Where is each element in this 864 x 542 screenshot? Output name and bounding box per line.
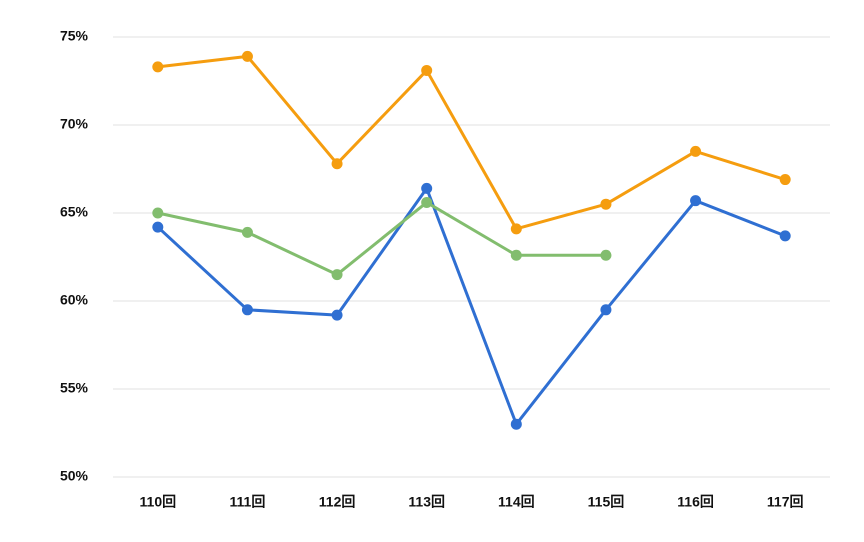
data-point xyxy=(779,230,791,242)
data-point xyxy=(331,158,343,170)
y-tick-label: 70% xyxy=(60,116,89,132)
data-point xyxy=(421,196,433,208)
x-tick-label: 112回 xyxy=(319,494,356,510)
data-point xyxy=(510,418,522,430)
y-tick-label: 75% xyxy=(60,28,89,44)
data-point xyxy=(600,304,612,316)
data-point xyxy=(241,304,253,316)
data-point xyxy=(779,174,791,186)
data-point xyxy=(152,207,164,219)
x-tick-label: 114回 xyxy=(498,494,535,510)
data-point xyxy=(510,223,522,235)
data-point xyxy=(600,198,612,210)
x-tick-label: 110回 xyxy=(140,494,177,510)
data-point xyxy=(421,182,433,194)
y-tick-label: 50% xyxy=(60,468,89,484)
data-point xyxy=(241,226,253,238)
x-tick-label: 117回 xyxy=(767,494,804,510)
x-tick-label: 111回 xyxy=(230,494,266,510)
data-point xyxy=(152,61,164,73)
y-tick-label: 65% xyxy=(60,204,89,220)
data-point xyxy=(331,269,343,281)
series-line xyxy=(157,200,606,277)
data-point xyxy=(241,50,253,62)
x-tick-label: 116回 xyxy=(677,494,714,510)
data-point xyxy=(331,309,343,321)
x-tick-label: 113回 xyxy=(408,494,445,510)
data-point xyxy=(152,221,164,233)
y-tick-label: 60% xyxy=(60,292,89,308)
data-point xyxy=(510,249,522,261)
data-point xyxy=(421,64,433,76)
data-point xyxy=(690,145,702,157)
y-tick-label: 55% xyxy=(60,380,89,396)
series-line xyxy=(157,54,786,231)
x-tick-label: 115回 xyxy=(588,494,625,510)
data-point xyxy=(600,249,612,261)
data-point xyxy=(690,195,702,207)
series-line xyxy=(156,186,786,426)
